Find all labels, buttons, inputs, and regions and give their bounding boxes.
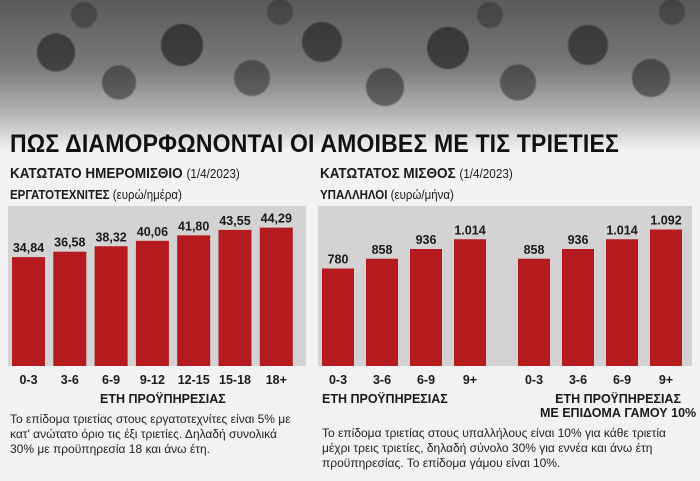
right-b-value-label: 1.014 (606, 223, 637, 237)
right-b-bar-3-6 (562, 249, 594, 366)
left-subheading: ΕΡΓΑΤΟΤΕΧΝΙΤΕΣ (ευρώ/ημέρα) (10, 188, 182, 202)
left-bar-12-15 (177, 235, 211, 366)
right-heading: ΚΑΤΩΤΑΤΟΣ ΜΙΣΘΟΣ (1/4/2023) (320, 165, 513, 182)
right-a-value-label: 858 (372, 243, 393, 257)
right-b-tick-label: 3-6 (569, 373, 587, 387)
left-bar-0-3 (12, 257, 45, 366)
right-b-bar-0-3 (518, 258, 550, 366)
left-bar-9-12 (135, 240, 169, 366)
right-a-tick-label: 0-3 (329, 373, 347, 387)
left-bar-3-6 (53, 251, 87, 366)
right-date: (1/4/2023) (459, 166, 513, 181)
right-a-bar-0-3 (322, 268, 354, 366)
right-b-value-label: 936 (568, 233, 589, 247)
right-xlabel-b-line2: ΜΕ ΕΠΙΔΟΜΑ ΓΑΜΟΥ 10% (540, 406, 697, 420)
right-b-tick-label: 6-9 (613, 373, 631, 387)
left-value-label: 41,80 (178, 219, 209, 233)
right-xlabel-b-line1: ΕΤΗ ΠΡΟΫΠΗΡΕΣΙΑΣ (555, 392, 681, 406)
left-note: Το επίδομα τριετίας στους εργατοτεχνίτες… (10, 412, 291, 456)
right-xlabel-a: ΕΤΗ ΠΡΟΫΠΗΡΕΣΙΑΣ (322, 392, 448, 406)
left-bar-6-9 (94, 246, 128, 366)
left-tick-label: 3-6 (61, 373, 79, 387)
right-b-value-label: 858 (524, 243, 545, 257)
left-unit: (ευρώ/ημέρα) (112, 188, 182, 202)
left-group: ΕΡΓΑΤΟΤΕΧΝΙΤΕΣ (10, 188, 110, 202)
right-group: ΥΠΑΛΛΗΛΟΙ (320, 188, 388, 202)
right-a-tick-label: 6-9 (417, 373, 435, 387)
right-a-tick-label: 9+ (463, 373, 477, 387)
right-b-value-label: 1.092 (650, 214, 681, 228)
right-a-value-label: 780 (328, 253, 349, 267)
left-value-label: 40,06 (137, 225, 168, 239)
left-tick-label: 6-9 (102, 373, 120, 387)
right-a-value-label: 1.014 (454, 223, 485, 237)
left-value-label: 44,29 (261, 212, 292, 226)
right-b-bar-9+ (650, 229, 682, 366)
right-b-tick-label: 9+ (659, 373, 673, 387)
left-heading: ΚΑΤΩΤΑΤΟ ΗΜΕΡΟΜΙΣΘΙΟ (1/4/2023) (10, 165, 240, 182)
left-tick-label: 9-12 (140, 373, 165, 387)
right-heading-text: ΚΑΤΩΤΑΤΟΣ ΜΙΣΘΟΣ (320, 165, 456, 182)
right-a-value-label: 936 (416, 233, 437, 247)
right-b-bar-6-9 (606, 239, 638, 366)
right-a-bar-6-9 (410, 249, 442, 366)
left-tick-label: 12-15 (178, 373, 210, 387)
left-bar-18+ (259, 227, 293, 366)
left-tick-label: 15-18 (219, 373, 251, 387)
right-note: Το επίδομα τριετίας στους υπαλλήλους είν… (322, 426, 666, 470)
left-heading-text: ΚΑΤΩΤΑΤΟ ΗΜΕΡΟΜΙΣΘΙΟ (10, 165, 183, 182)
right-b-tick-label: 0-3 (525, 373, 543, 387)
left-value-label: 43,55 (219, 214, 250, 228)
left-bar-15-18 (218, 229, 252, 366)
right-xlabel-b: ΕΤΗ ΠΡΟΫΠΗΡΕΣΙΑΣ ΜΕ ΕΠΙΔΟΜΑ ΓΑΜΟΥ 10% (540, 392, 696, 420)
main-title: ΠΩΣ ΔΙΑΜΟΡΦΩΝΟΝΤΑΙ ΟΙ ΑΜΟΙΒΕΣ ΜΕ ΤΙΣ ΤΡΙ… (10, 130, 619, 158)
crowd-photo (0, 0, 700, 150)
left-tick-label: 0-3 (19, 373, 37, 387)
right-subheading: ΥΠΑΛΛΗΛΟΙ (ευρώ/μήνα) (320, 188, 454, 202)
right-a-tick-label: 3-6 (373, 373, 391, 387)
left-value-label: 34,84 (13, 241, 44, 255)
right-a-bar-3-6 (366, 258, 398, 366)
left-value-label: 36,58 (54, 236, 85, 250)
left-tick-label: 18+ (266, 373, 287, 387)
right-a-bar-9+ (454, 239, 486, 366)
right-unit: (ευρώ/μήνα) (390, 188, 454, 202)
left-value-label: 38,32 (95, 230, 126, 244)
left-xlabel: ΕΤΗ ΠΡΟΫΠΗΡΕΣΙΑΣ (100, 392, 226, 406)
left-date: (1/4/2023) (186, 166, 240, 181)
